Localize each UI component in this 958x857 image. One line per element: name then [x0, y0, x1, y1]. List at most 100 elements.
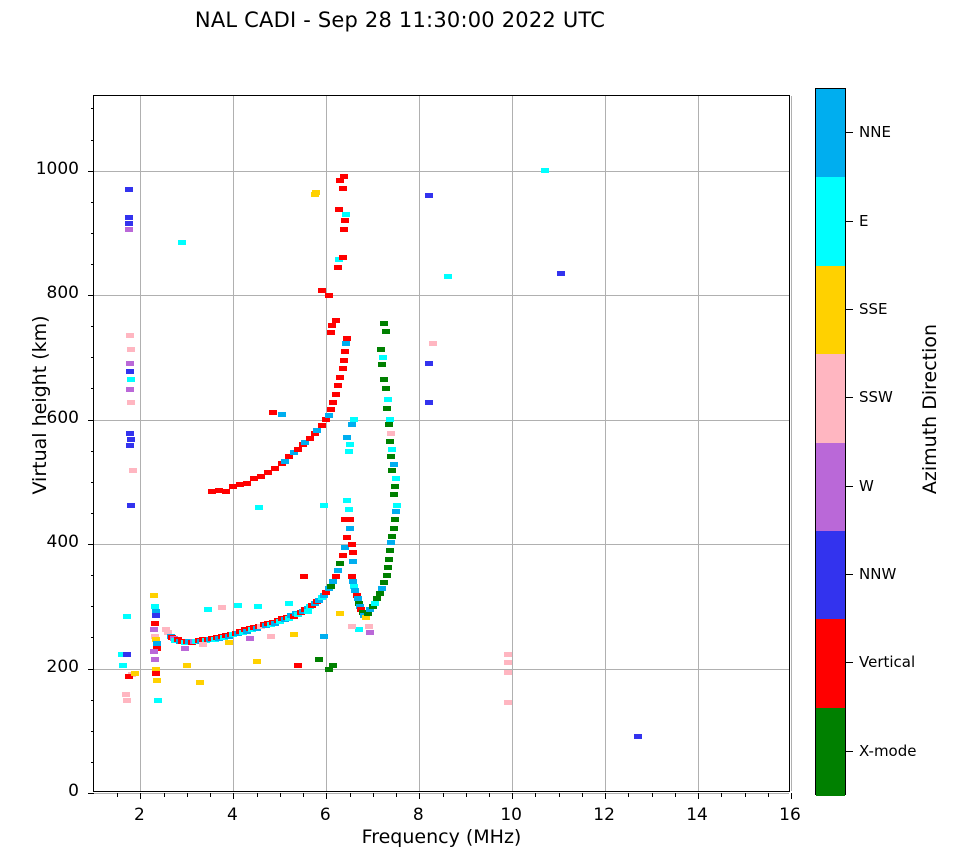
colorbar-segment-vertical [816, 619, 845, 708]
data-point [387, 430, 396, 436]
x-tick-minor [651, 793, 653, 797]
data-point [257, 474, 266, 480]
data-point [130, 671, 139, 676]
data-point [329, 662, 338, 668]
colorbar-label-sse: SSE [859, 299, 888, 318]
data-point [301, 440, 310, 446]
data-point [254, 505, 263, 511]
colorbar-label-e: E [859, 211, 869, 230]
colorbar-label-nne: NNE [859, 123, 891, 142]
data-point [351, 588, 360, 594]
data-point [355, 603, 364, 609]
x-tick [512, 793, 514, 799]
y-tick-minor [90, 761, 94, 763]
colorbar-tick [846, 485, 853, 487]
gridline-vertical [326, 96, 328, 791]
data-layer [94, 96, 789, 791]
colorbar-tick [846, 132, 853, 134]
data-point [368, 603, 377, 609]
x-tick-minor [372, 793, 374, 797]
data-point [349, 578, 358, 584]
data-point [150, 656, 159, 662]
x-tick-minor [535, 793, 537, 797]
data-point [380, 376, 389, 382]
data-point [324, 292, 333, 298]
ionogram-plot-area [88, 95, 792, 799]
data-point [289, 631, 298, 637]
data-point [380, 320, 389, 326]
y-tick [88, 419, 94, 421]
x-tick-minor [465, 793, 467, 797]
y-tick-minor [90, 606, 94, 608]
y-tick-label: 400 [46, 532, 79, 553]
x-tick-label: 10 [500, 805, 522, 825]
gridline-horizontal [94, 295, 789, 297]
data-point [126, 368, 135, 374]
data-point [336, 374, 345, 380]
gridline-horizontal [94, 793, 789, 794]
x-axis-title: Frequency (MHz) [361, 826, 522, 848]
data-point [127, 437, 136, 443]
data-point [253, 603, 262, 609]
data-point [343, 498, 352, 503]
data-point [378, 362, 387, 368]
data-point [339, 174, 348, 180]
data-point [385, 557, 394, 563]
x-tick [140, 793, 142, 799]
x-tick [698, 793, 700, 799]
data-point [124, 186, 133, 192]
data-point [345, 442, 354, 447]
data-point [389, 461, 398, 467]
data-point [124, 227, 133, 233]
data-point [633, 734, 642, 740]
y-tick-minor [90, 357, 94, 359]
data-point [224, 639, 233, 645]
data-point [317, 423, 326, 429]
data-point [315, 597, 324, 603]
data-point [322, 417, 331, 423]
x-tick-minor [186, 793, 188, 797]
data-point [310, 191, 319, 197]
data-point [391, 516, 400, 522]
data-point [425, 399, 434, 405]
data-point [127, 399, 136, 405]
data-point [388, 446, 397, 452]
data-point [429, 341, 438, 347]
x-tick-minor [256, 793, 258, 797]
data-point [278, 412, 287, 418]
data-point [331, 573, 340, 579]
data-point [341, 341, 350, 347]
gridline-vertical [233, 96, 235, 791]
data-point [350, 583, 359, 589]
data-point [336, 611, 345, 617]
colorbar-label-ssw: SSW [859, 388, 893, 407]
data-point [252, 658, 261, 664]
data-point [347, 541, 356, 547]
y-tick-minor [90, 201, 94, 203]
x-tick-minor [558, 793, 560, 797]
data-point [354, 627, 363, 633]
data-point [217, 605, 226, 611]
data-point [353, 596, 362, 602]
data-point [388, 468, 397, 474]
data-point [126, 333, 135, 339]
data-point [124, 673, 133, 679]
colorbar-title: Azimuth Direction [919, 323, 941, 495]
data-point [388, 534, 397, 540]
y-tick-minor [90, 699, 94, 701]
data-point [349, 558, 358, 564]
grid-layer [94, 96, 792, 794]
data-point [322, 590, 331, 596]
data-point [124, 214, 133, 220]
data-point [373, 596, 382, 602]
gridline-vertical [140, 96, 142, 791]
data-point [341, 211, 350, 217]
data-point [243, 480, 252, 486]
data-point [329, 578, 338, 584]
x-tick-minor [767, 793, 769, 797]
data-point [126, 387, 135, 393]
y-tick [88, 668, 94, 670]
data-point [151, 613, 160, 619]
data-point [379, 354, 388, 360]
x-tick-minor [279, 793, 281, 797]
